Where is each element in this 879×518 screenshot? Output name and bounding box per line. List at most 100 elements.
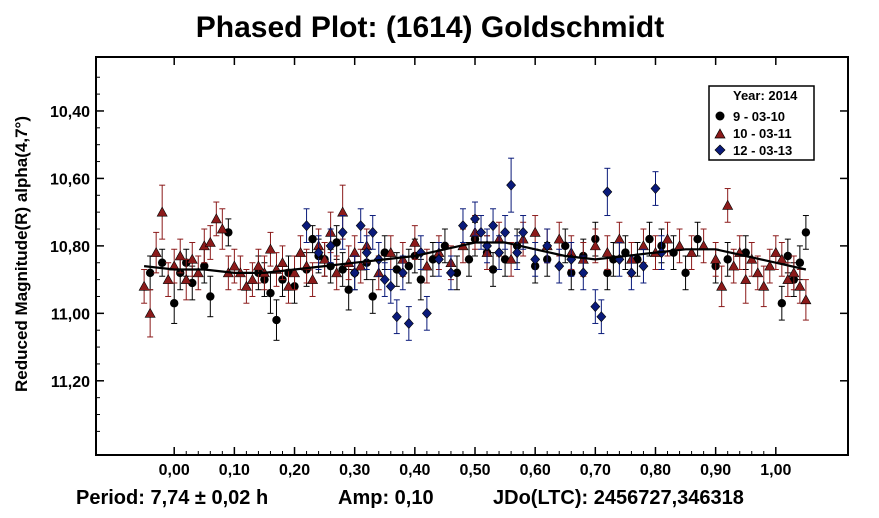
data-point-circle xyxy=(332,238,341,247)
x-tick-label: 1,00 xyxy=(760,462,791,479)
y-tick-label: 10,60 xyxy=(50,171,90,188)
legend-marker-circle xyxy=(715,111,725,121)
data-point-triangle xyxy=(710,253,722,264)
data-point-circle xyxy=(488,265,498,274)
data-point-diamond xyxy=(590,301,601,313)
data-point-diamond xyxy=(434,253,444,265)
data-point-diamond xyxy=(301,220,312,232)
data-point-triangle xyxy=(421,260,433,271)
fit-curve xyxy=(143,241,807,274)
data-point-circle xyxy=(392,265,401,274)
data-point-triangle xyxy=(283,280,295,291)
data-point-circle xyxy=(561,241,570,251)
x-tick-label: 0,20 xyxy=(279,462,310,479)
data-point-triangle xyxy=(385,247,397,257)
data-point-circle xyxy=(452,268,462,278)
x-tick-label: 0,30 xyxy=(339,462,370,479)
data-point-circle xyxy=(777,299,787,308)
data-point-triangle xyxy=(295,247,307,257)
data-point-circle xyxy=(344,285,353,294)
data-point-triangle xyxy=(150,247,162,257)
period-readout: Period: 7,74 ± 0,02 h xyxy=(76,487,269,509)
data-point-circle xyxy=(783,251,793,261)
data-point-triangle xyxy=(192,267,204,278)
data-point-triangle xyxy=(186,253,198,264)
data-point-triangle xyxy=(794,280,806,291)
data-point-triangle xyxy=(764,260,776,271)
fit-curve-line xyxy=(143,241,807,274)
data-point-circle xyxy=(368,292,377,301)
data-point-circle xyxy=(308,234,317,244)
data-point-triangle xyxy=(589,240,601,251)
data-point-triangle xyxy=(156,206,168,217)
x-tick-label: 0,70 xyxy=(580,462,611,479)
data-point-triangle xyxy=(770,247,782,257)
x-tick-label: 0,00 xyxy=(159,462,190,479)
data-point-diamond xyxy=(421,307,432,319)
data-point-triangle xyxy=(138,280,150,291)
data-point-circle xyxy=(145,268,155,278)
data-point-diamond xyxy=(650,183,661,194)
data-point-circle xyxy=(272,315,281,325)
data-point-triangle xyxy=(601,247,613,257)
plot-frame xyxy=(95,56,849,456)
data-point-triangle xyxy=(788,267,800,278)
legend: Year: 2014 9 - 03-10 10 - 03-11 12 - 03-… xyxy=(708,85,815,161)
data-point-circle xyxy=(723,255,732,264)
data-point-triangle xyxy=(204,236,216,247)
data-point-diamond xyxy=(494,247,504,259)
data-point-circle xyxy=(603,268,612,278)
data-point-diamond xyxy=(506,179,517,191)
data-point-triangle xyxy=(240,280,252,291)
data-point-circle xyxy=(266,288,275,298)
data-point-triangle xyxy=(276,257,289,268)
data-point-diamond xyxy=(554,260,565,272)
data-point-diamond xyxy=(403,318,414,329)
data-point-circle xyxy=(206,292,215,301)
data-point-triangle xyxy=(144,307,156,318)
data-point-circle xyxy=(645,234,654,244)
data-point-circle xyxy=(404,261,414,271)
data-point-diamond xyxy=(596,311,607,323)
data-points xyxy=(138,157,812,341)
data-point-circle xyxy=(200,261,209,271)
data-point-diamond xyxy=(602,186,613,198)
data-point-circle xyxy=(693,234,702,244)
data-point-circle xyxy=(224,228,233,237)
x-tick-label: 0,50 xyxy=(459,462,490,479)
data-point-triangle xyxy=(662,233,674,244)
data-point-diamond xyxy=(349,267,360,279)
data-point-circle xyxy=(801,228,811,237)
data-point-triangle xyxy=(409,236,421,247)
data-point-diamond xyxy=(458,220,468,232)
data-point-triangle xyxy=(216,223,228,234)
legend-entry-2: 10 - 03-11 xyxy=(733,126,792,141)
y-tick-label: 10,80 xyxy=(50,239,90,256)
y-tick-label: 11,00 xyxy=(51,306,90,323)
data-point-triangle xyxy=(228,260,240,271)
data-point-triangle xyxy=(210,213,222,224)
data-point-diamond xyxy=(385,280,396,292)
data-point-triangle xyxy=(264,243,276,254)
data-point-circle xyxy=(795,258,805,267)
chart-title: Phased Plot: (1614) Goldschmidt xyxy=(196,11,664,44)
data-point-triangle xyxy=(252,260,264,271)
data-point-diamond xyxy=(379,274,390,286)
data-point-diamond xyxy=(518,226,529,238)
legend-marker-triangle xyxy=(714,128,726,139)
data-point-triangle xyxy=(162,273,174,284)
x-tick-label: 0,80 xyxy=(640,462,671,479)
phased-plot-chart: Phased Plot: (1614) Goldschmidt Reduced … xyxy=(12,11,849,479)
data-point-triangle xyxy=(758,280,770,291)
data-point-triangle xyxy=(716,280,728,291)
data-point-triangle xyxy=(553,233,565,244)
data-point-diamond xyxy=(476,226,486,238)
legend-entry-3: 12 - 03-13 xyxy=(733,143,792,158)
axis-ticks: 0,00 0,10 0,20 0,30 0,40 0,50 0,60 0,70 0,80 0,90… xyxy=(50,57,848,479)
data-point-triangle xyxy=(782,273,794,284)
data-point-circle xyxy=(416,275,426,284)
x-tick-label: 0,90 xyxy=(700,462,731,479)
x-tick-label: 0,60 xyxy=(520,462,551,479)
data-point-triangle xyxy=(722,199,734,210)
data-point-triangle xyxy=(337,206,349,217)
